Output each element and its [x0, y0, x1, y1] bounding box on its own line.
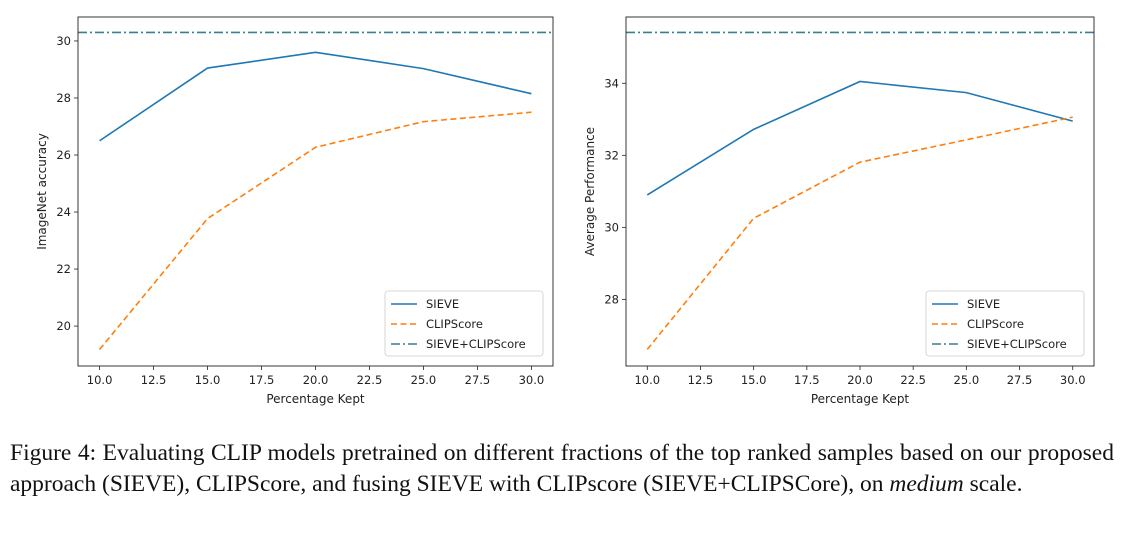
legend: SIEVE CLIPScore SIEVE+CLIPScore — [925, 290, 1085, 357]
x-axis-label: Percentage Kept — [266, 392, 365, 406]
legend-label: SIEVE — [967, 297, 1000, 311]
series-line-clipscore — [646, 116, 1073, 350]
x-tick-label: 25.0 — [954, 373, 980, 387]
caption-suffix: scale. — [963, 471, 1023, 497]
axes-frame — [625, 16, 1095, 367]
axes-frame — [77, 16, 554, 367]
chart-1: 10.0 12.5 15.0 17.5 20.0 22.5 25.0 27.5 30.0 20 22… — [35, 16, 554, 406]
y-tick-label: 34 — [604, 76, 619, 90]
series-line-sieve — [646, 80, 1073, 196]
y-axis-label: ImageNet accuracy — [35, 133, 49, 250]
x-tick-label: 15.0 — [741, 373, 767, 387]
legend-label: CLIPScore — [967, 317, 1024, 331]
legend-label: SIEVE — [426, 297, 459, 311]
y-tick-label: 30 — [56, 34, 71, 48]
x-tick-label: 10.0 — [87, 373, 113, 387]
series-line-sieve — [99, 51, 532, 142]
series-line-clipscore — [98, 111, 532, 350]
x-tick-label: 20.0 — [847, 373, 873, 387]
x-tick-label: 20.0 — [303, 373, 329, 387]
y-tick-label: 20 — [56, 319, 71, 333]
x-tick-label: 22.5 — [900, 373, 926, 387]
x-tick-label: 17.5 — [249, 373, 275, 387]
legend-label: SIEVE+CLIPScore — [967, 337, 1067, 351]
y-tick-label: 26 — [56, 148, 71, 162]
y-axis-label: Average Performance — [583, 127, 597, 256]
y-tick-label: 22 — [56, 262, 71, 276]
y-tick-label: 24 — [56, 205, 71, 219]
legend-box — [384, 290, 544, 357]
x-tick-label: 12.5 — [688, 373, 714, 387]
caption-emphasis: medium — [889, 471, 964, 497]
figure-caption: Figure 4: Evaluating CLIP models pretrai… — [10, 438, 1114, 500]
caption-text: Figure 4: Evaluating CLIP models pretrai… — [10, 440, 1114, 497]
legend-box — [925, 290, 1085, 357]
x-tick-label: 12.5 — [141, 373, 167, 387]
x-tick-label: 17.5 — [794, 373, 820, 387]
legend: SIEVE CLIPScore SIEVE+CLIPScore — [384, 290, 544, 357]
y-tick-label: 28 — [56, 91, 71, 105]
x-tick-label: 30.0 — [1060, 373, 1086, 387]
y-tick-label: 32 — [604, 148, 619, 162]
figure: 10.0 12.5 15.0 17.5 20.0 22.5 25.0 27.5 30.0 20 22… — [35, 16, 1095, 406]
x-tick-label: 27.5 — [1007, 373, 1033, 387]
x-tick-label: 27.5 — [465, 373, 491, 387]
x-tick-label: 30.0 — [519, 373, 545, 387]
y-tick-label: 30 — [604, 220, 619, 234]
legend-label: SIEVE+CLIPScore — [426, 337, 526, 351]
chart-2: 10.0 12.5 15.0 17.5 20.0 22.5 25.0 27.5 30.0 28 30… — [583, 16, 1095, 406]
x-tick-label: 10.0 — [634, 373, 660, 387]
x-tick-label: 15.0 — [195, 373, 221, 387]
x-tick-label: 22.5 — [357, 373, 383, 387]
legend-label: CLIPScore — [426, 317, 483, 331]
x-axis-label: Percentage Kept — [811, 392, 910, 406]
y-tick-label: 28 — [604, 292, 619, 306]
x-tick-label: 25.0 — [411, 373, 437, 387]
